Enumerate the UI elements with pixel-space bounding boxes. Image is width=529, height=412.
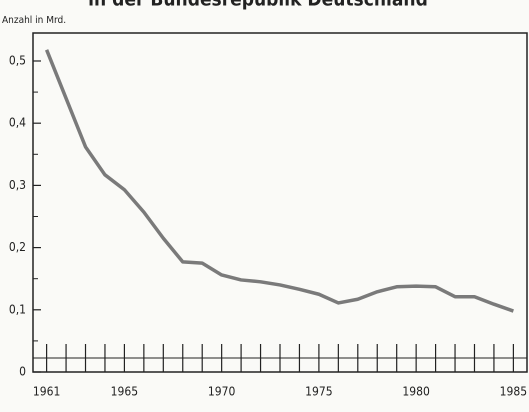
- x-tick-label: 1975: [305, 385, 332, 399]
- plot-frame: [32, 32, 528, 373]
- y-tick-label: 0,3: [9, 178, 26, 192]
- x-tick-label: 1965: [111, 385, 138, 399]
- x-tick-label: 1980: [402, 385, 430, 399]
- chart-title: in der Bundesrepublik Deutschland: [88, 0, 428, 11]
- x-tick-label: 1970: [208, 385, 236, 399]
- y-tick-label: 0,1: [9, 302, 26, 316]
- y-tick-label: 0: [19, 365, 26, 379]
- y-tick-label: 0,5: [9, 53, 26, 67]
- y-tick-label: 0,2: [9, 240, 26, 254]
- data-line: [44, 49, 514, 313]
- x-tick-label: 1961: [33, 385, 60, 399]
- y-tick-label: 0,4: [9, 116, 26, 130]
- y-axis-label: Anzahl in Mrd.: [2, 15, 66, 26]
- x-tick-label: 1985: [500, 385, 527, 399]
